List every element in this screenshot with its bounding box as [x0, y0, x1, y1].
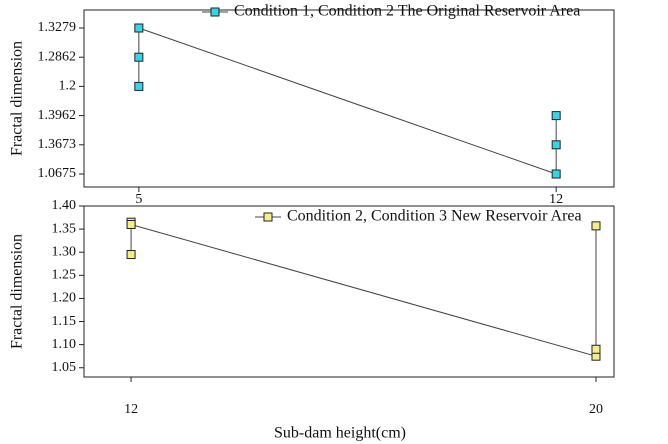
- y-tick-label: 1.3962: [38, 108, 77, 123]
- point: [134, 52, 144, 62]
- legend-swatch: [210, 7, 220, 17]
- point: [551, 169, 561, 179]
- y-tick-label: 1.2862: [38, 49, 77, 64]
- y-tick-label: 1.05: [52, 360, 77, 375]
- y-tick-label: 1.0675: [38, 166, 77, 181]
- x-tick-label: 5: [135, 192, 142, 207]
- x-tick-label: 12: [124, 402, 138, 417]
- series-line: [130, 222, 597, 357]
- y-axis-title: Fractal dimension: [9, 41, 26, 156]
- y-tick-label: 1.10: [52, 337, 77, 352]
- y-tick-label: 1.30: [52, 244, 77, 259]
- point: [551, 111, 561, 121]
- y-tick-label: 1.2: [59, 79, 77, 94]
- x-tick-label: 12: [549, 192, 563, 207]
- x-axis-title: Sub-dam height(cm): [274, 425, 406, 442]
- point: [126, 250, 136, 260]
- y-tick-label: 1.3673: [38, 137, 77, 152]
- y-tick-label: 1.25: [52, 268, 77, 283]
- point: [591, 221, 601, 231]
- y-tick-label: 1.15: [52, 314, 77, 329]
- point: [551, 140, 561, 150]
- point: [591, 344, 601, 354]
- series-line: [138, 27, 557, 175]
- legend-label: Condition 1, Condition 2 The Original Re…: [234, 3, 580, 20]
- y-tick-label: 1.20: [52, 291, 77, 306]
- y-tick-label: 1.40: [52, 198, 77, 213]
- legend-swatch: [263, 212, 273, 222]
- plot-frame: [83, 205, 615, 378]
- y-axis-title: Fractal dimension: [9, 234, 26, 349]
- legend-label: Condition 2, Condition 3 New Reservoir A…: [287, 208, 582, 225]
- plot-frame: [83, 9, 615, 188]
- y-tick-label: 1.35: [52, 221, 77, 236]
- x-tick-label: 20: [589, 402, 603, 417]
- y-tick-label: 1.3279: [38, 20, 77, 35]
- point: [126, 219, 136, 229]
- point: [134, 81, 144, 91]
- point: [134, 23, 144, 33]
